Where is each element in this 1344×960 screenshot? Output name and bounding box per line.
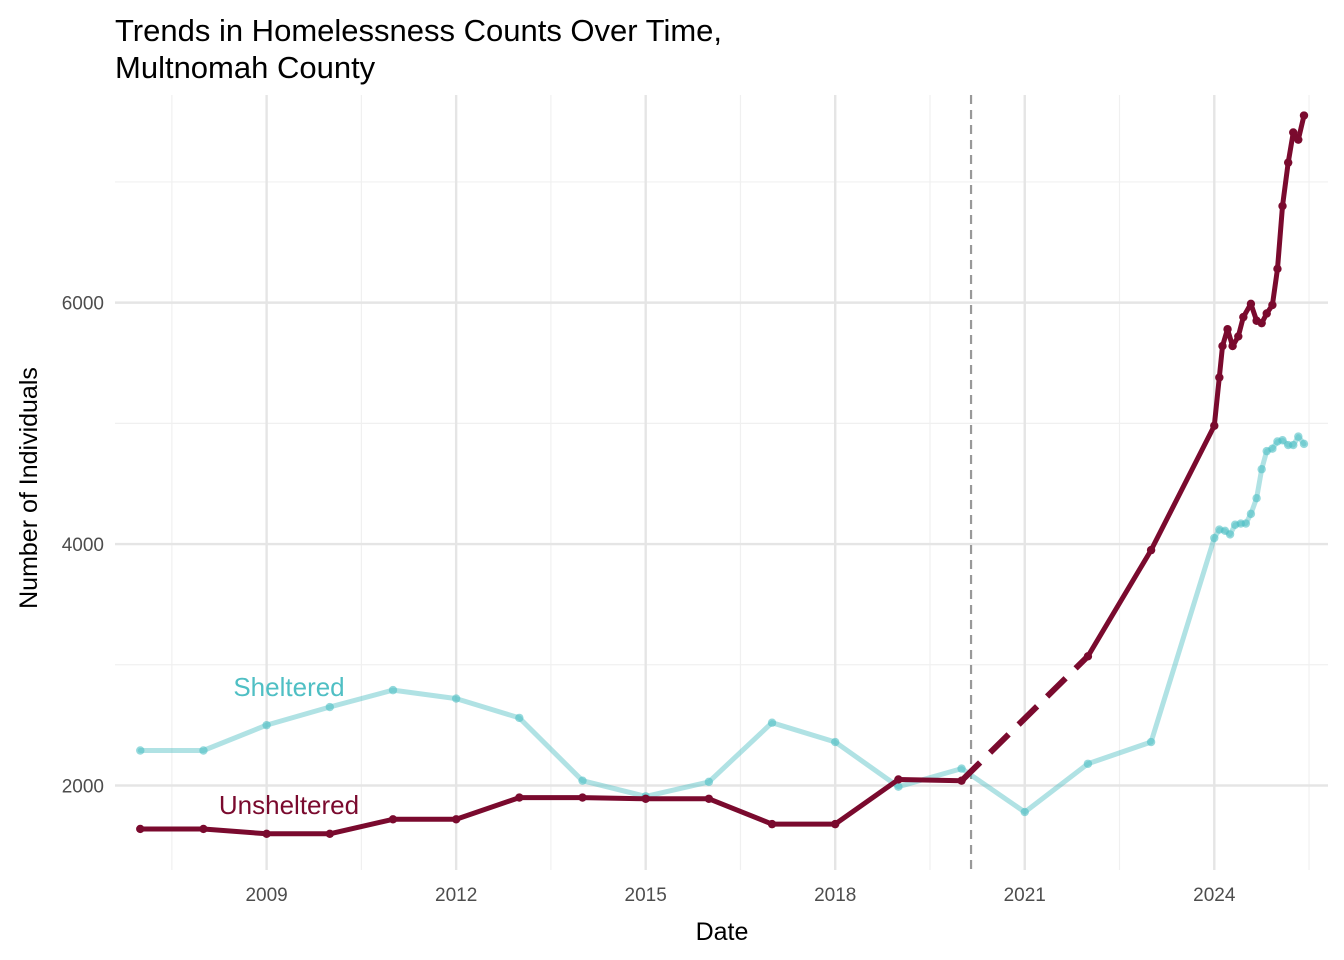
- y-tick-label: 4000: [62, 535, 104, 556]
- sheltered-point: [515, 713, 524, 723]
- unsheltered-point: [957, 776, 966, 785]
- x-tick-label: 2021: [1004, 885, 1046, 906]
- x-tick-label: 2024: [1193, 885, 1236, 906]
- series-label-sheltered: Sheltered: [233, 672, 344, 702]
- sheltered-point: [1246, 509, 1256, 519]
- sheltered-point: [704, 777, 714, 787]
- unsheltered-line-interpolated: [959, 654, 1091, 783]
- unsheltered-line-before-gap: [137, 777, 965, 837]
- unsheltered-point: [1228, 341, 1237, 351]
- unsheltered-point: [1218, 341, 1227, 351]
- unsheltered-point: [515, 793, 524, 802]
- sheltered-point: [262, 720, 271, 730]
- major-gridlines: [115, 95, 1328, 870]
- y-tick-label: 2000: [62, 776, 104, 797]
- sheltered-point: [1020, 807, 1029, 817]
- unsheltered-point: [262, 829, 271, 838]
- unsheltered-point: [578, 793, 587, 802]
- sheltered-point: [1268, 444, 1277, 453]
- sheltered-point: [1299, 439, 1309, 449]
- sheltered-point: [1210, 533, 1219, 543]
- unsheltered-point: [767, 819, 777, 829]
- unsheltered-point: [1246, 299, 1256, 309]
- x-axis-title: Date: [696, 918, 749, 946]
- unsheltered-point: [894, 775, 903, 784]
- unsheltered-point: [388, 815, 398, 824]
- unsheltered-point: [1146, 545, 1156, 555]
- unsheltered-point: [1239, 312, 1248, 322]
- sheltered-point: [199, 746, 208, 755]
- unsheltered-point: [1299, 111, 1309, 120]
- unsheltered-point: [1215, 373, 1224, 382]
- sheltered-point: [894, 782, 903, 791]
- series-layer: [136, 111, 1309, 838]
- sheltered-point: [388, 685, 398, 695]
- y-axis-ticks: 2000 4000 6000: [62, 294, 104, 798]
- x-axis-ticks: 2009 2012 2015 2018 2021 2024: [245, 885, 1235, 906]
- unsheltered-point: [1278, 201, 1287, 211]
- unsheltered-point: [1262, 309, 1271, 318]
- unsheltered-point: [1223, 324, 1232, 334]
- sheltered-point: [1241, 519, 1251, 528]
- unsheltered-point: [1294, 135, 1303, 144]
- unsheltered-line-after-gap: [1085, 113, 1307, 659]
- unsheltered-point: [1289, 128, 1298, 137]
- sheltered-point: [578, 776, 587, 785]
- sheltered-point: [767, 718, 777, 727]
- unsheltered-point: [1083, 652, 1093, 661]
- sheltered-point: [1294, 432, 1303, 441]
- sheltered-point: [1289, 440, 1298, 450]
- sheltered-point: [831, 737, 840, 747]
- unsheltered-point: [136, 824, 145, 834]
- unsheltered-point: [1210, 421, 1219, 430]
- sheltered-point: [1257, 465, 1266, 474]
- unsheltered-point: [1273, 264, 1282, 274]
- minor-gridlines: [115, 95, 1328, 870]
- sheltered-point: [136, 746, 145, 755]
- chart-title-line-1: Trends in Homelessness Counts Over Time,: [115, 13, 723, 48]
- unsheltered-point: [641, 794, 650, 803]
- sheltered-point: [1083, 759, 1093, 768]
- x-tick-label: 2018: [814, 885, 856, 906]
- sheltered-point: [1252, 493, 1261, 503]
- chart-title: Trends in Homelessness Counts Over Time,…: [115, 12, 722, 86]
- unsheltered-point: [831, 819, 840, 829]
- y-tick-label: 6000: [62, 294, 104, 315]
- sheltered-line: [137, 434, 1307, 815]
- unsheltered-point: [1234, 332, 1243, 341]
- series-label-unsheltered: Unsheltered: [219, 790, 359, 820]
- unsheltered-point: [1257, 318, 1266, 328]
- x-tick-label: 2009: [245, 885, 287, 906]
- unsheltered-point: [325, 829, 335, 838]
- sheltered-point: [325, 702, 335, 712]
- unsheltered-point: [1268, 300, 1277, 310]
- unsheltered-point: [199, 824, 208, 834]
- unsheltered-point: [1283, 158, 1293, 167]
- sheltered-point: [1225, 530, 1235, 539]
- sheltered-point: [1146, 737, 1156, 747]
- x-tick-label: 2015: [625, 885, 667, 906]
- sheltered-point: [957, 764, 966, 773]
- sheltered-point: [451, 694, 461, 703]
- unsheltered-point: [704, 794, 714, 803]
- x-tick-label: 2012: [435, 885, 477, 906]
- chart-title-line-2: Multnomah County: [115, 50, 376, 85]
- sheltered-point: [1278, 436, 1287, 445]
- y-axis-title: Number of Individuals: [15, 367, 43, 609]
- unsheltered-point: [451, 815, 461, 824]
